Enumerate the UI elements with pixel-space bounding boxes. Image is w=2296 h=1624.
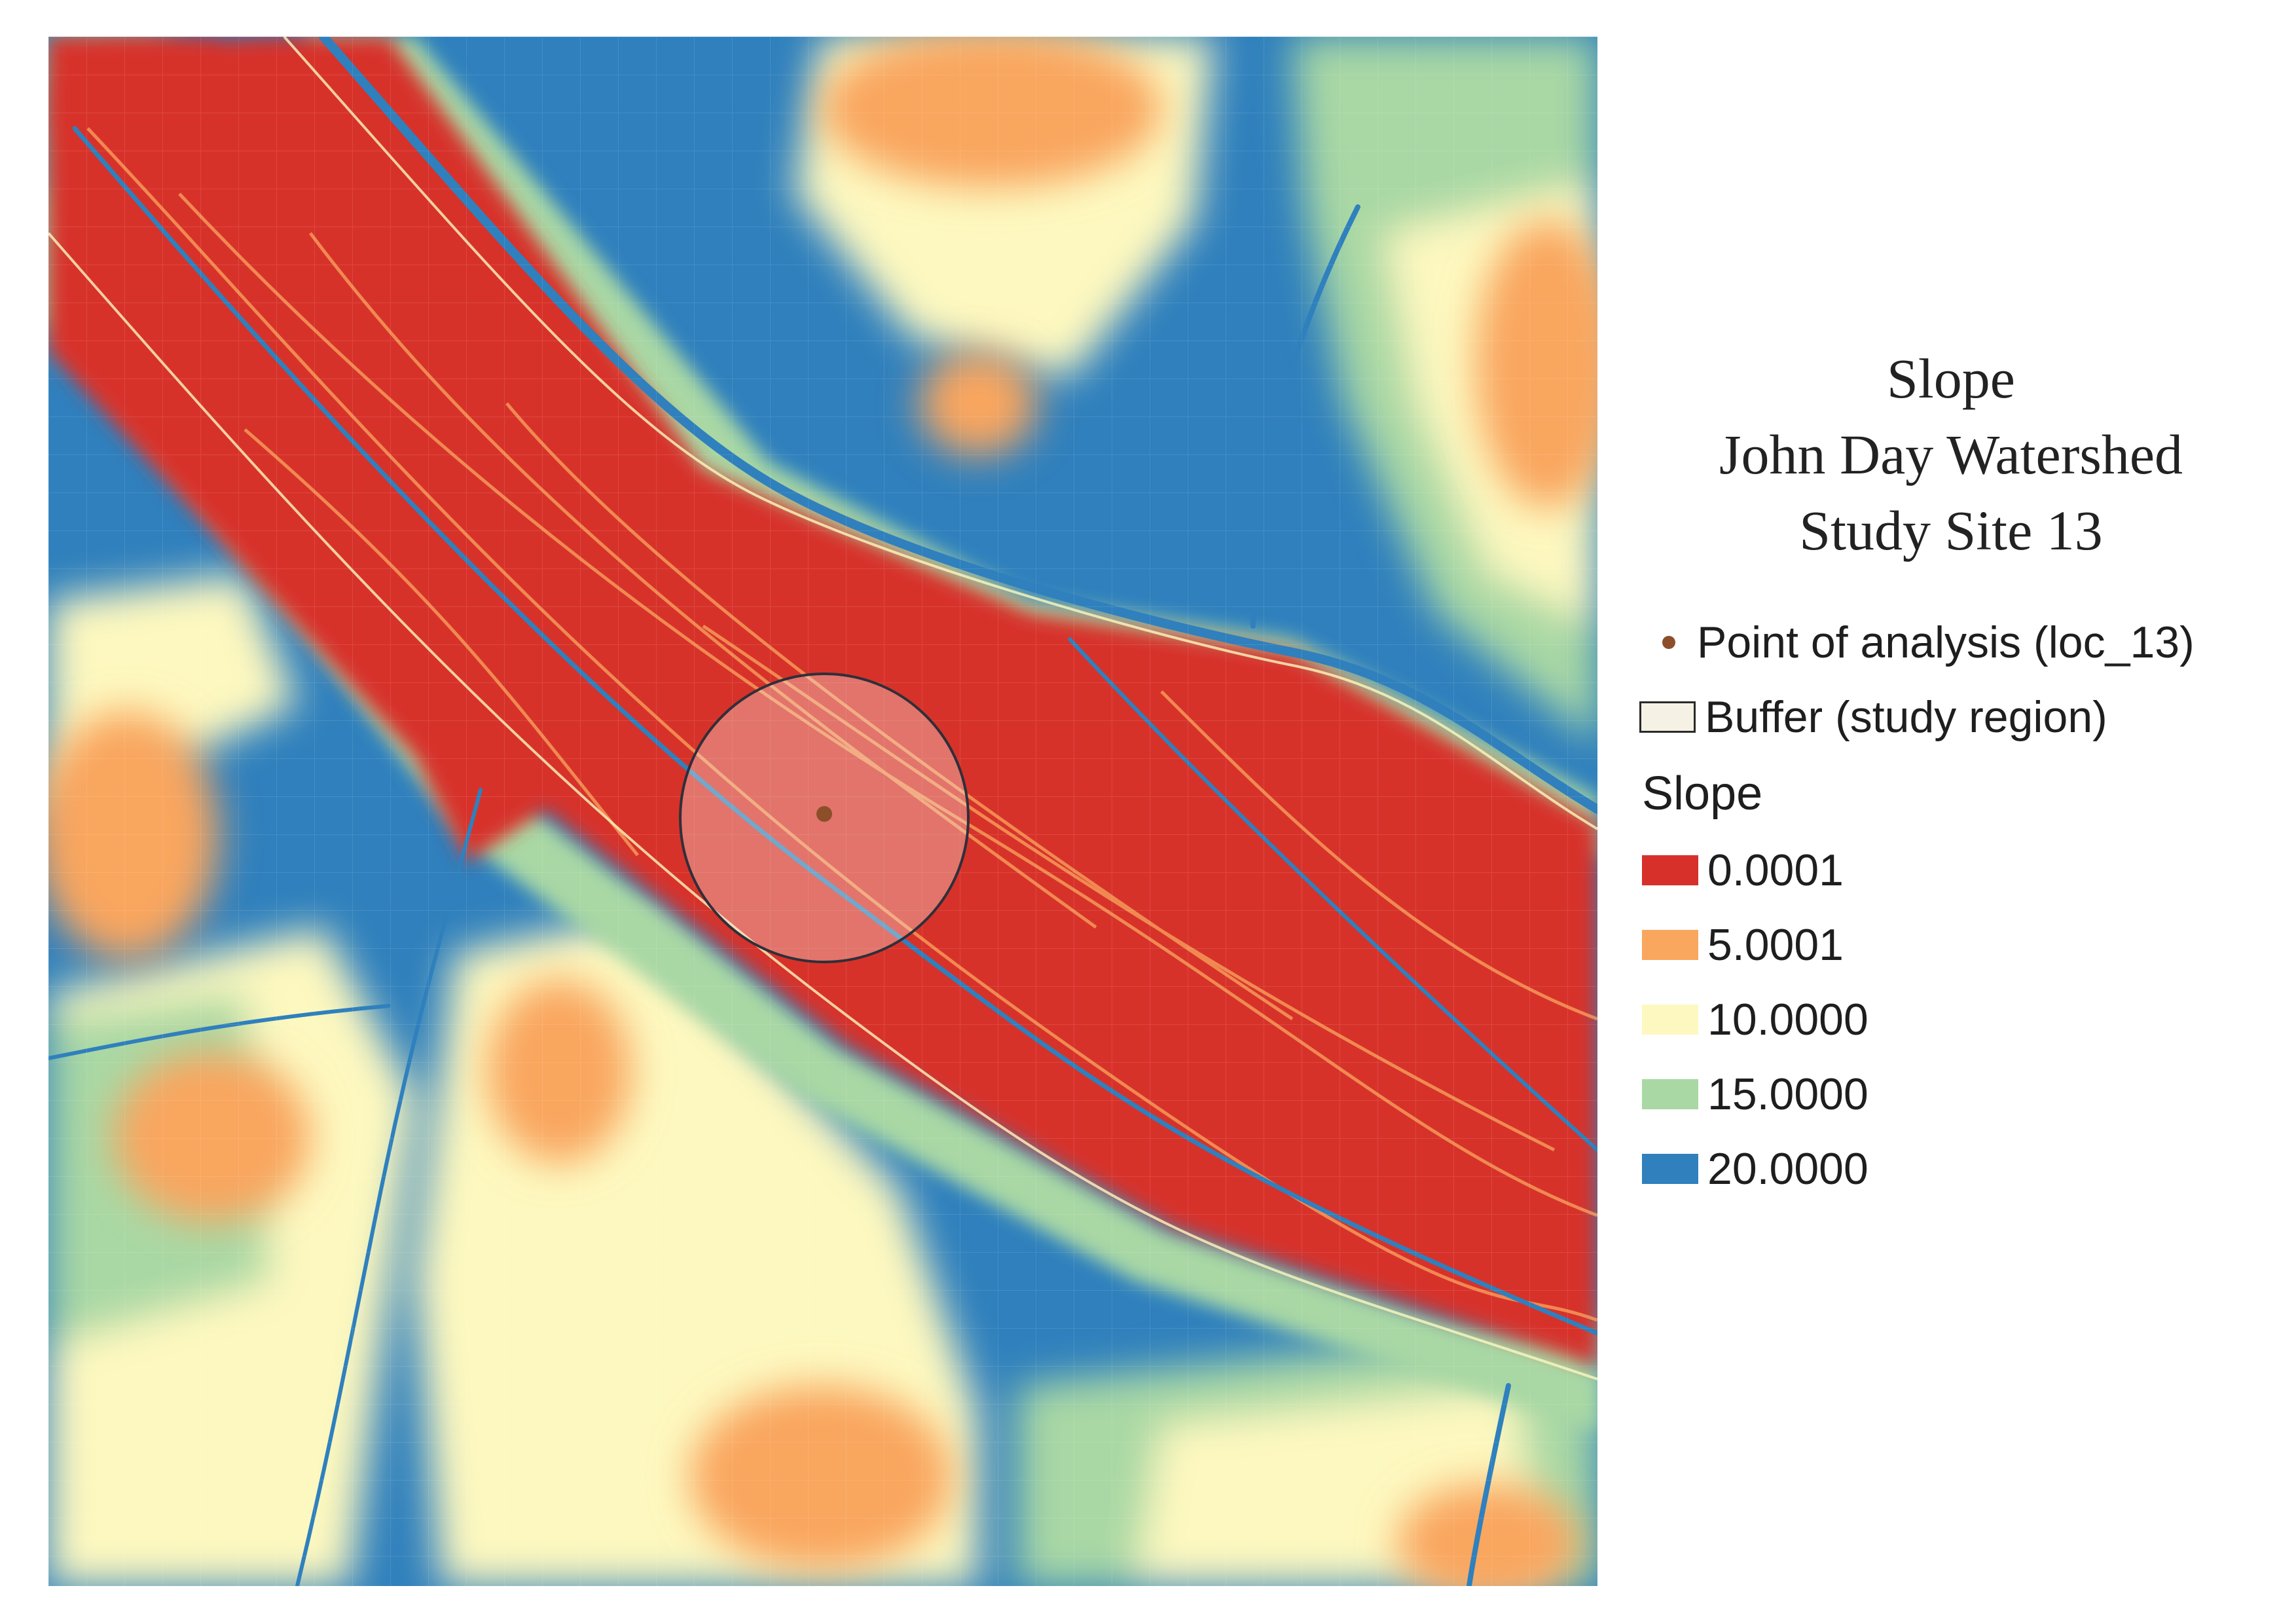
point-of-analysis (816, 806, 832, 822)
legend-item-slope-class: 15.0000 (1637, 1057, 2265, 1132)
slope-raster (48, 37, 1597, 1586)
slope-class-label: 0.0001 (1707, 845, 1844, 895)
slope-swatch-0 (1642, 855, 1698, 885)
map-title-line-1: Slope (1887, 347, 2015, 410)
point-symbol-icon (1641, 636, 1697, 649)
slope-swatch-3 (1642, 1079, 1698, 1109)
legend-item-slope-class: 20.0000 (1637, 1132, 2265, 1206)
legend-item-buffer: Buffer (study region) (1637, 680, 2265, 754)
slope-class-label: 10.0000 (1707, 995, 1868, 1044)
slope-class-label: 15.0000 (1707, 1069, 1868, 1119)
legend-buffer-label: Buffer (study region) (1705, 692, 2107, 742)
slope-swatch-1 (1642, 930, 1698, 960)
buffer-symbol-icon (1639, 701, 1696, 733)
map-title-line-3: Study Site 13 (1799, 499, 2103, 562)
legend-item-slope-class: 5.0001 (1637, 908, 2265, 982)
slope-map (48, 37, 1597, 1586)
legend-item-slope-class: 0.0001 (1637, 833, 2265, 908)
legend-item-point: Point of analysis (loc_13) (1637, 605, 2265, 680)
legend: Slope John Day Watershed Study Site 13 P… (1637, 341, 2265, 1206)
legend-point-label: Point of analysis (loc_13) (1697, 618, 2195, 667)
legend-slope-heading: Slope (1642, 767, 1763, 820)
legend-item-slope-class: 10.0000 (1637, 982, 2265, 1057)
slope-swatch-4 (1642, 1154, 1698, 1184)
map-title: Slope John Day Watershed Study Site 13 (1624, 341, 2278, 568)
slope-class-label: 5.0001 (1707, 920, 1844, 970)
slope-class-label: 20.0000 (1707, 1144, 1868, 1194)
map-title-line-2: John Day Watershed (1719, 423, 2183, 486)
slope-swatch-2 (1642, 1005, 1698, 1035)
